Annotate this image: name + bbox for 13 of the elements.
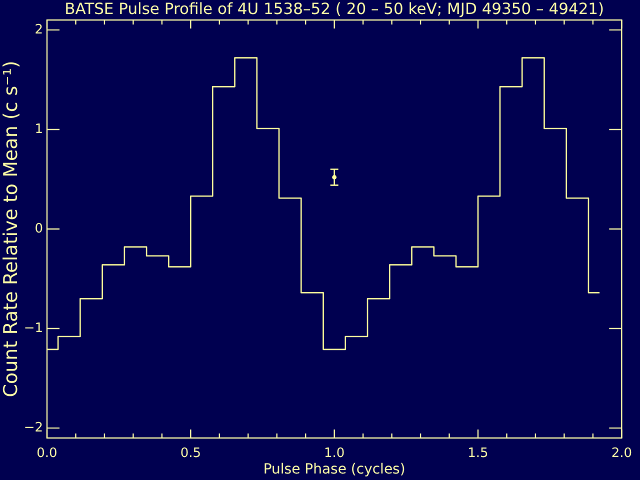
- y-tick-label: 2: [34, 22, 43, 38]
- x-axis-title: Pulse Phase (cycles): [263, 462, 406, 478]
- x-tick-label: 0.0: [36, 446, 58, 462]
- y-tick-label: 0: [34, 221, 43, 236]
- x-tick-label: 2.0: [611, 446, 632, 462]
- chart-title: BATSE Pulse Profile of 4U 1538–52 ( 20 – 50 keV; MJD 49350 – 49421): [64, 0, 604, 18]
- y-tick-label: −1: [24, 320, 43, 336]
- x-tick-label: 1.0: [324, 446, 345, 462]
- x-tick-label: 0.5: [180, 446, 202, 462]
- y-axis-title: Count Rate Relative to Mean (c s⁻¹): [0, 60, 22, 398]
- y-tick-label: −2: [24, 420, 43, 436]
- y-tick-label: 1: [34, 122, 43, 137]
- x-tick-label: 1.5: [468, 446, 488, 462]
